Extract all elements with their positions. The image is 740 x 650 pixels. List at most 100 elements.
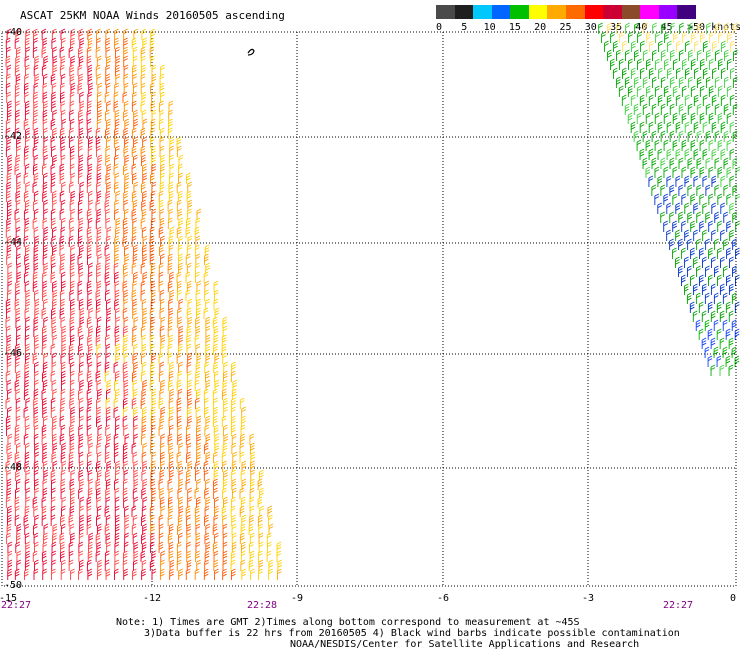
- wind-barb: [682, 58, 687, 70]
- wind-barb: [114, 127, 119, 139]
- wind-barb: [131, 523, 137, 535]
- wind-barb: [177, 514, 183, 526]
- wind-barb: [693, 202, 699, 214]
- wind-barb: [33, 262, 39, 274]
- wind-barb: [24, 280, 30, 292]
- wind-barb: [24, 442, 30, 454]
- wind-barb: [96, 514, 101, 526]
- wind-barb: [104, 271, 110, 283]
- wind-barb: [42, 478, 48, 490]
- wind-barb: [6, 217, 11, 229]
- wind-barb: [178, 217, 184, 229]
- wind-barb: [6, 469, 12, 481]
- wind-barb: [114, 532, 120, 544]
- wind-barb: [78, 424, 83, 436]
- wind-barb: [106, 298, 111, 310]
- wind-barb: [41, 307, 47, 319]
- wind-barb: [51, 28, 57, 40]
- wind-barb: [105, 127, 110, 139]
- wind-barb: [141, 28, 147, 40]
- wind-barb: [16, 181, 21, 193]
- wind-barb: [204, 280, 210, 292]
- lon-label: -12: [142, 593, 162, 604]
- wind-barb: [684, 256, 689, 268]
- wind-barb: [695, 319, 701, 331]
- legend-tick: 15: [508, 22, 521, 33]
- wind-barb: [16, 442, 21, 454]
- wind-barb: [205, 451, 211, 463]
- wind-barb: [105, 64, 110, 76]
- wind-barb: [113, 163, 119, 175]
- wind-barb: [106, 181, 111, 193]
- wind-barb: [124, 433, 130, 445]
- island-outline: [247, 48, 255, 56]
- wind-barb: [690, 85, 696, 97]
- wind-barb: [7, 154, 13, 166]
- wind-barb: [196, 496, 201, 508]
- wind-barb: [5, 73, 11, 85]
- wind-barb: [657, 94, 663, 106]
- wind-barb: [666, 94, 672, 106]
- wind-barb: [716, 301, 722, 313]
- wind-barb: [266, 532, 272, 544]
- wind-barb: [720, 121, 726, 133]
- wind-barb: [176, 559, 182, 571]
- wind-barb: [5, 325, 11, 337]
- wind-barb: [34, 514, 39, 526]
- legend-swatch: [491, 5, 511, 19]
- wind-barb: [690, 112, 696, 124]
- wind-barb: [231, 433, 237, 445]
- wind-barb: [95, 487, 101, 499]
- wind-barb: [177, 208, 183, 220]
- wind-barb: [178, 154, 184, 166]
- wind-barb: [43, 208, 48, 220]
- wind-barb: [678, 184, 684, 196]
- wind-barb: [68, 352, 74, 364]
- wind-barb: [86, 523, 92, 535]
- wind-barb: [96, 361, 102, 373]
- wind-barb: [150, 532, 155, 544]
- wind-barb: [42, 190, 47, 202]
- wind-barb: [159, 73, 165, 85]
- wind-barb: [15, 154, 21, 166]
- wind-barb: [714, 130, 720, 142]
- wind-barb: [681, 85, 687, 97]
- wind-barb: [663, 166, 669, 178]
- wind-barb: [60, 109, 66, 121]
- wind-barb: [213, 361, 218, 373]
- wind-barb: [699, 85, 705, 97]
- wind-barb: [60, 478, 66, 490]
- wind-barb: [68, 235, 74, 247]
- wind-barb: [87, 235, 93, 247]
- wind-barb: [169, 226, 175, 238]
- wind-barb: [160, 550, 165, 562]
- wind-barb: [672, 193, 678, 205]
- wind-barb: [114, 109, 120, 121]
- wind-barb: [721, 40, 726, 52]
- wind-barb: [720, 175, 726, 187]
- wind-barb: [167, 217, 173, 229]
- wind-barb: [51, 379, 57, 391]
- wind-barb: [186, 361, 192, 373]
- wind-barb: [141, 361, 147, 373]
- wind-barb: [6, 136, 12, 148]
- wind-barb: [213, 289, 219, 301]
- wind-barb: [114, 505, 120, 517]
- wind-barb: [717, 139, 723, 151]
- wind-barb: [717, 166, 723, 178]
- wind-barb: [95, 145, 101, 157]
- wind-barb: [186, 262, 192, 274]
- wind-barb: [723, 211, 728, 223]
- wind-barb: [150, 127, 156, 139]
- wind-barb: [636, 85, 642, 97]
- wind-barb: [213, 370, 219, 382]
- wind-barb: [151, 424, 156, 436]
- wind-barb: [68, 46, 74, 58]
- wind-barb: [133, 118, 138, 130]
- wind-barb: [707, 355, 713, 367]
- wind-barb: [104, 523, 110, 535]
- wind-barb: [25, 136, 30, 148]
- wind-barb: [96, 523, 102, 535]
- wind-barb: [78, 568, 83, 580]
- wind-barb: [14, 433, 20, 445]
